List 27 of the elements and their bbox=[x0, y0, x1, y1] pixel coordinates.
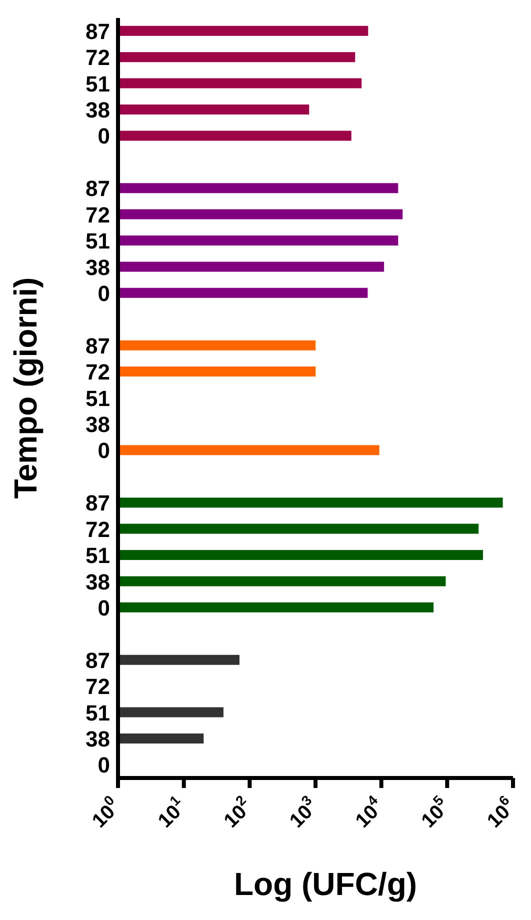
y-tick-label: 72 bbox=[86, 674, 110, 700]
y-tick-label: 87 bbox=[86, 333, 110, 358]
x-axis-title: Log (UFC/g) bbox=[232, 866, 418, 903]
y-tick-label: 51 bbox=[86, 386, 110, 411]
y-tick-label: 38 bbox=[86, 726, 110, 752]
y-tick-label: 51 bbox=[86, 71, 110, 96]
y-tick-label: 38 bbox=[86, 254, 110, 280]
y-tick-label: 87 bbox=[86, 18, 110, 44]
y-tick-label: 38 bbox=[86, 98, 110, 123]
y-tick-label: 72 bbox=[86, 360, 110, 385]
y-tick-label: 87 bbox=[86, 490, 110, 516]
y-tick-label: 0 bbox=[98, 438, 110, 464]
y-tick-label: 0 bbox=[98, 280, 110, 306]
y-tick-label: 38 bbox=[86, 412, 110, 438]
y-axis-title: Tempo (giorni) bbox=[8, 277, 44, 499]
y-tick-label: 0 bbox=[98, 752, 110, 778]
y-tick-label: 51 bbox=[86, 228, 110, 254]
y-tick-label: 51 bbox=[86, 700, 110, 726]
y-tick-label: 87 bbox=[86, 176, 110, 202]
y-tick-label: 0 bbox=[98, 595, 110, 620]
y-tick-label: 72 bbox=[86, 202, 110, 228]
y-tick-label: 0 bbox=[98, 124, 110, 149]
y-tick-label: 87 bbox=[86, 648, 110, 673]
y-tick-label: 38 bbox=[86, 569, 110, 594]
y-tick-label: 51 bbox=[86, 543, 110, 568]
y-tick-label: 72 bbox=[86, 45, 110, 70]
y-tick-label: 72 bbox=[86, 516, 110, 542]
